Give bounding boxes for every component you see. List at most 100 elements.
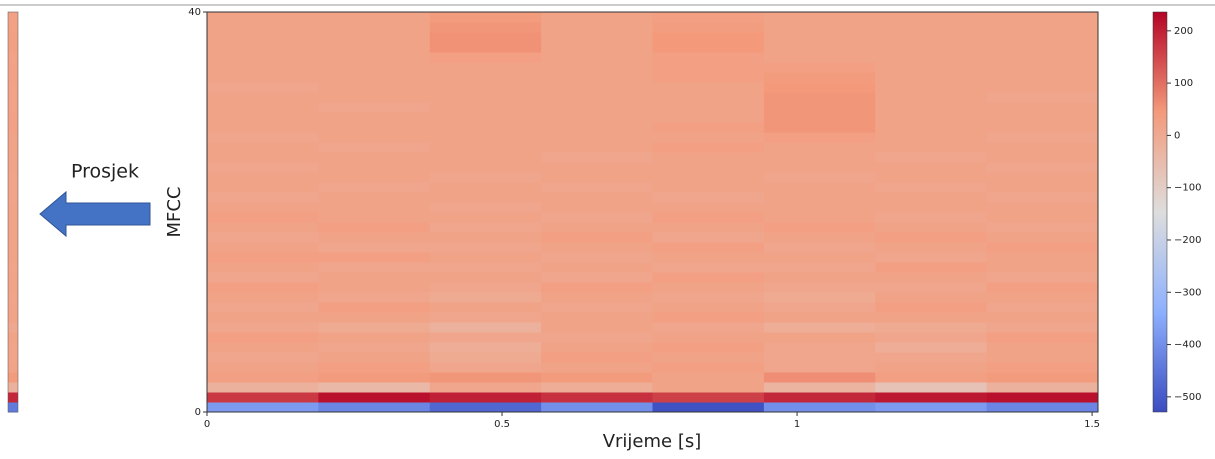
heatmap-cell bbox=[429, 252, 542, 263]
average-cell bbox=[8, 182, 18, 193]
heatmap-cell bbox=[986, 352, 1099, 363]
heatmap-cell bbox=[541, 222, 653, 233]
heatmap-cell bbox=[875, 232, 988, 243]
arrow bbox=[39, 190, 151, 238]
heatmap-cell bbox=[429, 82, 542, 93]
heatmap-cell bbox=[763, 122, 876, 133]
average-cell bbox=[8, 52, 18, 63]
average-cell bbox=[8, 222, 18, 233]
average-cell bbox=[8, 282, 18, 293]
heatmap-cell bbox=[652, 182, 765, 193]
heatmap-cell bbox=[652, 382, 765, 393]
heatmap-cell bbox=[875, 242, 988, 253]
heatmap-cell bbox=[652, 322, 765, 333]
heatmap-cell bbox=[763, 302, 876, 313]
heatmap-cell bbox=[541, 122, 653, 133]
heatmap-cell bbox=[318, 342, 431, 353]
heatmap-cell bbox=[763, 152, 876, 163]
heatmap-cell bbox=[541, 192, 653, 203]
heatmap-cell bbox=[207, 252, 319, 263]
heatmap-cell bbox=[763, 132, 876, 143]
heatmap-cell bbox=[986, 152, 1099, 163]
heatmap-cell bbox=[986, 172, 1099, 183]
average-cell bbox=[8, 302, 18, 313]
heatmap-cell bbox=[429, 32, 542, 43]
heatmap-cell bbox=[207, 172, 319, 183]
average-frame bbox=[7, 11, 19, 413]
colorbar-tick-label: 200 bbox=[1174, 26, 1193, 37]
heatmap-cell bbox=[429, 302, 542, 313]
heatmap-cell bbox=[207, 42, 319, 53]
heatmap-cell bbox=[541, 102, 653, 113]
heatmap-cell bbox=[763, 352, 876, 363]
average-cell bbox=[8, 12, 18, 23]
heatmap-cell bbox=[429, 352, 542, 363]
heatmap-cell bbox=[652, 112, 765, 123]
heatmap-cell bbox=[429, 282, 542, 293]
heatmap-cell bbox=[875, 332, 988, 343]
heatmap-cell bbox=[763, 172, 876, 183]
heatmap-cell bbox=[429, 162, 542, 173]
heatmap-cell bbox=[318, 292, 431, 303]
heatmap-cell bbox=[541, 372, 653, 383]
heatmap-cell bbox=[429, 312, 542, 323]
heatmap-cell bbox=[541, 22, 653, 33]
x-tick-label: 0 bbox=[204, 419, 210, 430]
heatmap-cell bbox=[875, 252, 988, 263]
heatmap-cell bbox=[986, 242, 1099, 253]
heatmap-cell bbox=[986, 282, 1099, 293]
heatmap-cell bbox=[763, 242, 876, 253]
heatmap-cell bbox=[986, 202, 1099, 213]
heatmap-cell bbox=[875, 102, 988, 113]
colorbar-tick-label: 100 bbox=[1174, 78, 1193, 89]
heatmap-cell bbox=[541, 42, 653, 53]
heatmap-cell bbox=[763, 392, 876, 403]
average-cell bbox=[8, 22, 18, 33]
heatmap-cell bbox=[875, 132, 988, 143]
heatmap-cell bbox=[763, 382, 876, 393]
heatmap-cell bbox=[318, 222, 431, 233]
heatmap-cell bbox=[763, 282, 876, 293]
heatmap-cell bbox=[986, 92, 1099, 103]
heatmap-cell bbox=[763, 252, 876, 263]
heatmap-cell bbox=[318, 232, 431, 243]
heatmap-cell bbox=[429, 12, 542, 23]
heatmap-cell bbox=[207, 142, 319, 153]
heatmap-cell bbox=[652, 242, 765, 253]
heatmap-cell bbox=[986, 142, 1099, 153]
heatmap-cell bbox=[875, 32, 988, 43]
heatmap-cell bbox=[429, 212, 542, 223]
heatmap-cell bbox=[541, 292, 653, 303]
heatmap-cell bbox=[541, 252, 653, 263]
heatmap-cell bbox=[207, 312, 319, 323]
heatmap-cell bbox=[763, 72, 876, 83]
heatmap-cell bbox=[429, 292, 542, 303]
heatmap-cell bbox=[207, 362, 319, 373]
heatmap-cell bbox=[207, 372, 319, 383]
heatmap-cell bbox=[541, 282, 653, 293]
heatmap-cell bbox=[875, 302, 988, 313]
y-tick-label: 0 bbox=[195, 407, 201, 418]
heatmap-cell bbox=[541, 242, 653, 253]
heatmap-cell bbox=[986, 182, 1099, 193]
heatmap-cell bbox=[207, 62, 319, 73]
heatmap-cell bbox=[429, 142, 542, 153]
heatmap-cell bbox=[875, 322, 988, 333]
heatmap-cell bbox=[652, 372, 765, 383]
heatmap-cell bbox=[986, 52, 1099, 63]
heatmap-cell bbox=[207, 322, 319, 333]
heatmap-cell bbox=[875, 222, 988, 233]
heatmap-cell bbox=[318, 62, 431, 73]
average-cell bbox=[8, 122, 18, 133]
average-cell bbox=[8, 212, 18, 223]
heatmap-cell bbox=[207, 402, 319, 413]
heatmap-cell bbox=[763, 42, 876, 53]
average-cell bbox=[8, 372, 18, 383]
heatmap-cell bbox=[429, 112, 542, 123]
heatmap-cell bbox=[986, 132, 1099, 143]
average-cell bbox=[8, 332, 18, 343]
heatmap-cell bbox=[318, 262, 431, 273]
heatmap-cell bbox=[986, 312, 1099, 323]
heatmap-cell bbox=[318, 162, 431, 173]
heatmap-cell bbox=[986, 372, 1099, 383]
